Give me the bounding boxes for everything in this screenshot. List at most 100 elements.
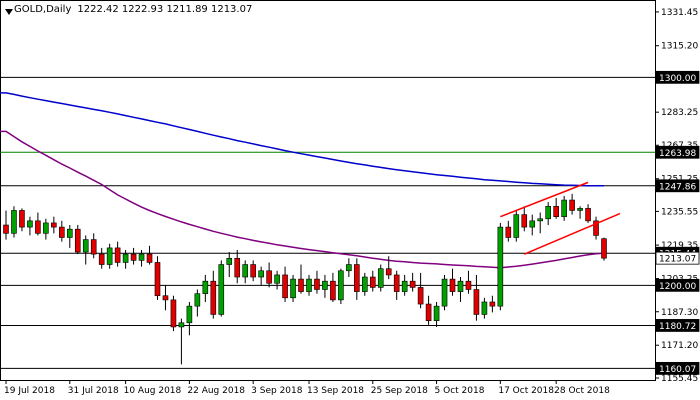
candle-body	[210, 280, 217, 315]
candle-body	[385, 268, 392, 276]
x-tick-label: 10 Aug 2018	[124, 386, 182, 396]
candle-body	[361, 276, 368, 292]
candle-body	[457, 280, 464, 292]
price-label-box	[655, 145, 700, 159]
candle-body	[529, 220, 536, 228]
candle-body	[393, 274, 400, 292]
y-tick-label: 1331.45	[661, 8, 698, 18]
price-label-text: 1180.72	[659, 322, 696, 332]
moving-average-fast	[0, 92, 605, 187]
candle-body	[314, 278, 320, 290]
chart-title: GOLD,Daily 1222.42 1222.93 1211.89 1213.0…	[5, 4, 252, 15]
x-tick-label: 17 Oct 2018	[498, 386, 554, 396]
candle-body	[27, 220, 33, 228]
candle-body	[74, 228, 81, 253]
candle-body	[234, 257, 241, 278]
candle-body	[369, 276, 376, 288]
y-tick-label: 1155.45	[661, 374, 698, 384]
ohlc-values: 1222.42 1222.93 1211.89 1213.07	[77, 4, 253, 15]
candle-body	[322, 280, 328, 290]
x-tick-label: 22 Aug 2018	[187, 386, 245, 396]
candle-body	[497, 226, 504, 307]
candle-body	[409, 280, 416, 288]
candle-body	[553, 205, 559, 217]
candle-body	[354, 264, 360, 292]
price-label-box	[655, 251, 700, 265]
candle-body	[338, 270, 344, 301]
candle-body	[433, 305, 440, 321]
candle-body	[43, 222, 49, 234]
candle-body	[401, 280, 408, 292]
plot-frame	[0, 0, 656, 381]
candle-body	[425, 303, 432, 321]
symbol-label: GOLD,Daily	[14, 4, 72, 15]
price-label-text: 1200.00	[659, 282, 696, 292]
candle-body	[306, 278, 312, 292]
candle-body	[266, 270, 272, 284]
candle-body	[162, 295, 169, 301]
candle-body	[98, 253, 105, 265]
candle-body	[35, 220, 41, 234]
candle-body	[106, 247, 113, 265]
price-label-box	[655, 179, 700, 193]
candle-body	[122, 253, 129, 263]
candle-body	[82, 239, 89, 253]
dropdown-triangle-icon	[5, 9, 13, 15]
candle-body	[274, 274, 280, 284]
channel-trendline[interactable]	[523, 212, 621, 255]
candle-body	[202, 280, 209, 294]
candle-body	[178, 322, 185, 328]
candle-body	[226, 257, 233, 265]
x-tick-label: 25 Sep 2018	[371, 386, 428, 396]
candle-body	[3, 224, 9, 234]
candle-body	[186, 305, 193, 324]
candle-body	[481, 301, 488, 315]
y-tick-label: 1315.20	[661, 42, 698, 52]
candle-body	[545, 205, 551, 220]
price-label-box	[655, 278, 700, 292]
y-tick-label: 1283.25	[661, 108, 698, 118]
candle-body	[298, 278, 304, 292]
price-label-box	[655, 319, 700, 332]
candle-body	[505, 226, 512, 238]
candle-body	[66, 228, 73, 238]
candle-body	[258, 270, 264, 278]
candle-body	[250, 264, 256, 278]
candle-body	[138, 253, 145, 261]
x-tick-label: 13 Sep 2018	[307, 386, 364, 396]
candle-body	[601, 238, 607, 259]
candle-body	[90, 239, 97, 255]
channel-trendline[interactable]	[500, 181, 589, 218]
x-tick-label: 3 Sep 2018	[251, 386, 303, 396]
candle-body	[521, 214, 528, 228]
price-label-text: 1213.07	[659, 255, 696, 265]
candle-body	[377, 268, 384, 288]
y-tick-label: 1171.20	[661, 341, 698, 351]
price-label-box	[655, 70, 700, 84]
x-tick-label: 28 Oct 2018	[554, 386, 610, 396]
price-label-box	[655, 361, 700, 375]
candle-body	[146, 253, 153, 263]
x-tick-label: 5 Oct 2018	[435, 386, 485, 396]
candle-body	[51, 222, 57, 228]
x-tick-label: 19 Jul 2018	[4, 386, 55, 396]
candle-body	[290, 278, 296, 299]
candle-body	[114, 247, 121, 263]
price-label-text: 1300.00	[659, 74, 696, 84]
candle-body	[218, 264, 225, 315]
candle-body	[346, 264, 352, 272]
candle-body	[11, 210, 17, 234]
candle-body	[513, 214, 520, 238]
y-tick-label: 1235.55	[661, 207, 698, 217]
candle-body	[569, 199, 575, 211]
candle-body	[330, 280, 336, 301]
candle-body	[537, 218, 544, 222]
candle-body	[417, 287, 424, 305]
candle-body	[170, 299, 177, 328]
candle-body	[561, 199, 567, 217]
candle-body	[473, 289, 480, 315]
y-tick-label: 1219.35	[661, 241, 698, 251]
candle-body	[449, 278, 456, 292]
